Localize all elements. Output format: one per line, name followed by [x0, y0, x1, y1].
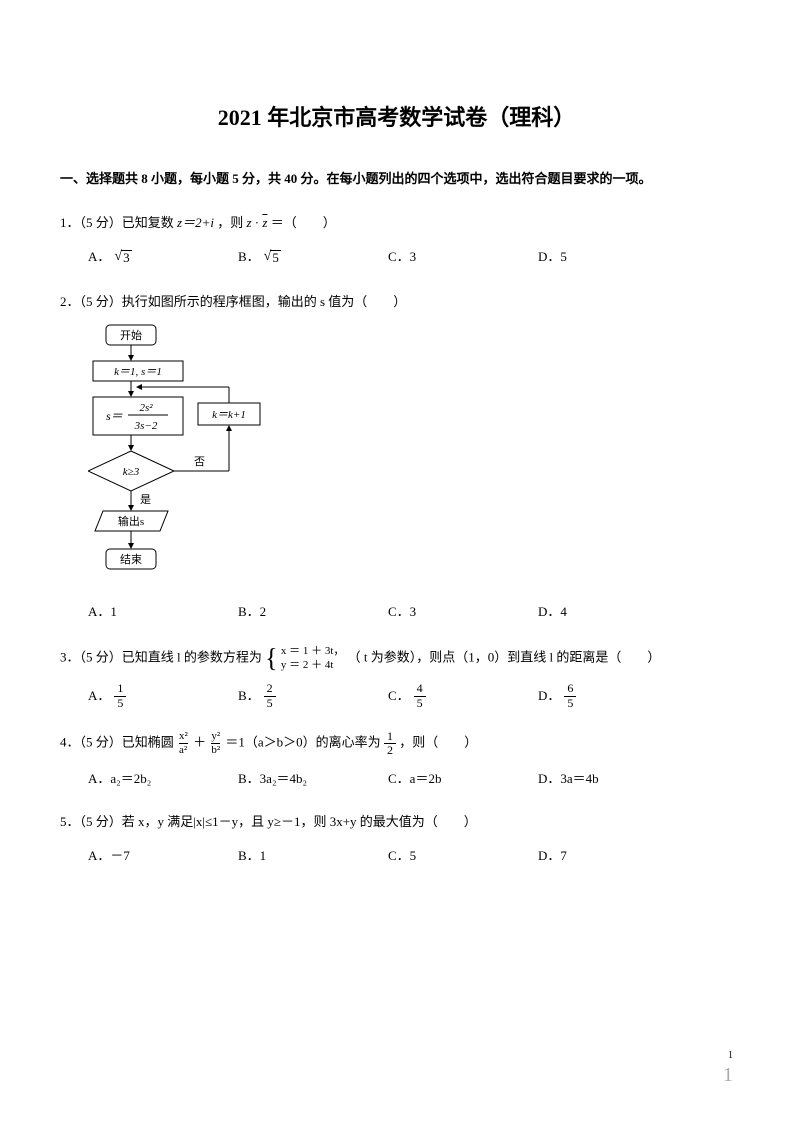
- q4-stem: 4．（5 分）已知椭圆 x² a² ＋ y² b² ＝1（a＞b＞0）的离心率为…: [60, 730, 733, 757]
- q3-d-label: D．: [538, 684, 560, 707]
- q5-options: A．－7 B．1 C．5 D．7: [60, 844, 733, 867]
- q3-eq2: y ＝ 2 ＋ 4t: [281, 658, 345, 672]
- flowchart-svg: 开始 k＝1, s＝1 s＝ 2s² 3s−2 k＝k+1: [88, 323, 298, 583]
- q1-option-c: C．3: [388, 244, 538, 269]
- question-2: 2．（5 分）执行如图所示的程序框图，输出的 s 值为（ ） 开始 k＝1, s…: [60, 290, 733, 624]
- q4-suffix: ，则（ ）: [399, 734, 477, 749]
- fraction-icon: 4 5: [414, 682, 426, 709]
- question-5: 5．（5 分）若 x，y 满足|x|≤1－y，且 y≥－1，则 3x+y 的最大…: [60, 810, 733, 867]
- q5-option-b: B．1: [238, 844, 388, 867]
- question-4: 4．（5 分）已知椭圆 x² a² ＋ y² b² ＝1（a＞b＞0）的离心率为…: [60, 730, 733, 791]
- flow-assign2-num: 2s²: [139, 402, 153, 414]
- q3-option-a: A． 1 5: [88, 682, 238, 709]
- fraction-icon: 1 5: [114, 682, 126, 709]
- exam-page: 2021 年北京市高考数学试卷（理科） 一、选择题共 8 小题，每小题 5 分，…: [0, 0, 793, 1121]
- q3-option-c: C． 4 5: [388, 682, 538, 709]
- q4-option-c: C．a＝2b: [388, 767, 538, 790]
- q3-stem: 3．（5 分）已知直线 l 的参数方程为 { x ＝ 1 ＋ 3t， y ＝ 2…: [60, 644, 733, 673]
- sqrt-icon: √5: [264, 244, 281, 269]
- q1-suffix: ＝（ ）: [271, 215, 336, 230]
- q4-prefix: 4．（5 分）已知椭圆: [60, 734, 174, 749]
- q5-stem: 5．（5 分）若 x，y 满足|x|≤1－y，且 y≥－1，则 3x+y 的最大…: [60, 810, 733, 833]
- flow-no: 否: [194, 456, 205, 468]
- flowchart-diagram: 开始 k＝1, s＝1 s＝ 2s² 3s−2 k＝k+1: [88, 323, 733, 590]
- section-heading: 一、选择题共 8 小题，每小题 5 分，共 40 分。在每小题列出的四个选项中，…: [60, 168, 733, 187]
- q2-stem: 2．（5 分）执行如图所示的程序框图，输出的 s 值为（ ）: [60, 290, 733, 313]
- flow-assign2-lhs: s＝: [106, 409, 123, 423]
- q1-prodright: z: [262, 215, 267, 230]
- q2-option-a: A．1: [88, 600, 238, 623]
- q3-option-b: B． 2 5: [238, 682, 388, 709]
- fraction-icon: 6 5: [564, 682, 576, 709]
- q4-plus: ＋: [193, 734, 206, 749]
- q3-param-eq: x ＝ 1 ＋ 3t， y ＝ 2 ＋ 4t: [281, 644, 345, 673]
- q5-option-a: A．－7: [88, 844, 238, 867]
- fraction-icon: 2 5: [264, 682, 276, 709]
- q3-options: A． 1 5 B． 2 5 C． 4 5: [60, 682, 733, 709]
- q2-options: A．1 B．2 C．3 D．4: [60, 600, 733, 623]
- q3-eq1: x ＝ 1 ＋ 3t，: [281, 644, 345, 658]
- q4-option-d: D．3a＝4b: [538, 767, 688, 790]
- flow-end: 结束: [120, 553, 142, 566]
- page-number-small: 1: [728, 1050, 733, 1061]
- flow-out: 输出s: [118, 514, 144, 528]
- q4-options: A．a₂＝2b₂ B．3a₂＝4b₂ C．a＝2b D．3a＝4b: [60, 767, 733, 790]
- q1-mid: ，则: [217, 215, 246, 230]
- q2-option-c: C．3: [388, 600, 538, 623]
- page-number-large: 1: [723, 1064, 733, 1087]
- q2-option-b: B．2: [238, 600, 388, 623]
- q3-mid: （ t 为参数），则点（1，0）到直线 l 的距离是（ ）: [348, 649, 661, 664]
- q4-option-b: B．3a₂＝4b₂: [238, 767, 388, 790]
- flow-assign1: k＝1, s＝1: [114, 366, 162, 378]
- flow-start: 开始: [120, 328, 142, 342]
- q3-c-label: C．: [388, 684, 410, 707]
- q1-a-label: A．: [88, 245, 110, 268]
- q5-option-d: D．7: [538, 844, 688, 867]
- fraction-icon: 1 2: [384, 730, 396, 757]
- q1-stem: 1．（5 分）已知复数 z＝2+i ，则 z · z ＝（ ）: [60, 211, 733, 234]
- q4-eqmid: ＝1（a＞b＞0）的离心率为: [225, 734, 380, 749]
- q1-dot: ·: [255, 215, 259, 230]
- q1-options: A． √3 B． √5 C．3 D．5: [60, 244, 733, 269]
- flow-assign3: k＝k+1: [212, 409, 246, 421]
- ellipse-term2: y² b²: [211, 730, 220, 757]
- question-3: 3．（5 分）已知直线 l 的参数方程为 { x ＝ 1 ＋ 3t， y ＝ 2…: [60, 644, 733, 710]
- q1-prodleft: z: [246, 215, 251, 230]
- q3-b-label: B．: [238, 684, 260, 707]
- q1-option-d: D．5: [538, 244, 688, 269]
- flow-cond: k≥3: [123, 466, 140, 478]
- page-title: 2021 年北京市高考数学试卷（理科）: [60, 100, 733, 132]
- q1-option-a: A． √3: [88, 244, 238, 269]
- sqrt-icon: √3: [114, 244, 131, 269]
- q1-option-b: B． √5: [238, 244, 388, 269]
- q2-option-d: D．4: [538, 600, 688, 623]
- q3-option-d: D． 6 5: [538, 682, 688, 709]
- q5-option-c: C．5: [388, 844, 538, 867]
- q1-zexpr: z＝2+i: [177, 215, 214, 230]
- flow-assign2-den: 3s−2: [134, 420, 158, 432]
- q1-prefix: 1．（5 分）已知复数: [60, 215, 177, 230]
- q3-a-label: A．: [88, 684, 110, 707]
- q3-prefix: 3．（5 分）已知直线 l 的参数方程为: [60, 649, 262, 664]
- flow-yes: 是: [140, 493, 151, 506]
- question-1: 1．（5 分）已知复数 z＝2+i ，则 z · z ＝（ ） A． √3 B．…: [60, 211, 733, 270]
- ellipse-term1: x² a²: [179, 730, 188, 757]
- brace-icon: {: [265, 643, 277, 672]
- q1-b-label: B．: [238, 245, 260, 268]
- q4-option-a: A．a₂＝2b₂: [88, 767, 238, 790]
